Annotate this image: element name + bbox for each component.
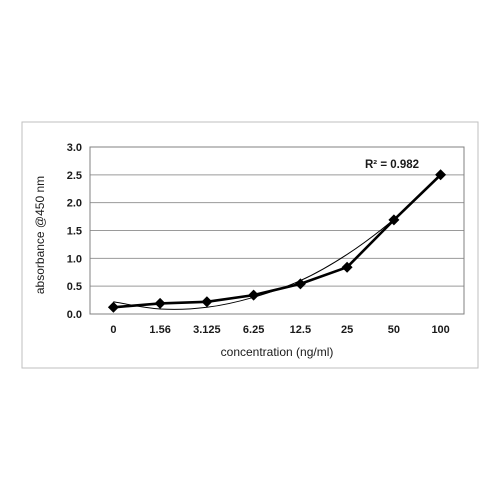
y-axis-title: absorbance @450 nm xyxy=(33,176,47,294)
x-tick-labels: 0 1.56 3.125 6.25 12.5 25 50 100 xyxy=(110,324,449,336)
x-axis-title: concentration (ng/ml) xyxy=(221,345,334,359)
data-point-marker xyxy=(388,214,400,226)
r-squared-annotation: R² = 0.982 xyxy=(365,159,419,171)
x-tick-label: 6.25 xyxy=(243,324,264,336)
data-point-marker xyxy=(154,297,166,309)
gridlines xyxy=(90,174,464,287)
y-tick-label: 2.5 xyxy=(67,170,82,182)
x-tick-label: 100 xyxy=(431,324,449,336)
data-point-marker xyxy=(294,278,306,290)
data-point-marker xyxy=(435,169,447,181)
y-tick-label: 3.0 xyxy=(67,142,82,154)
x-tick-label: 1.56 xyxy=(149,324,170,336)
x-tick-label: 0 xyxy=(110,324,116,336)
data-point-marker xyxy=(107,301,119,313)
series-markers xyxy=(107,169,447,313)
y-tick-label: 0.5 xyxy=(67,281,82,293)
y-tick-labels: 0.0 0.5 1.0 1.5 2.0 2.5 3.0 xyxy=(67,142,82,321)
x-tick-label: 50 xyxy=(388,324,400,336)
y-tick-label: 0.0 xyxy=(67,309,82,321)
x-tick-label: 25 xyxy=(341,324,353,336)
series-line xyxy=(113,173,442,309)
data-point-marker xyxy=(341,261,353,273)
chart-frame xyxy=(21,121,479,369)
y-tick-label: 1.0 xyxy=(67,253,82,265)
data-point-marker xyxy=(201,296,213,308)
x-tick-label: 3.125 xyxy=(193,324,221,336)
y-tick-label: 1.5 xyxy=(67,226,82,238)
x-tick-label: 12.5 xyxy=(290,324,311,336)
plot-area xyxy=(89,146,465,315)
data-point-marker xyxy=(248,289,260,301)
y-tick-label: 2.0 xyxy=(67,198,82,210)
